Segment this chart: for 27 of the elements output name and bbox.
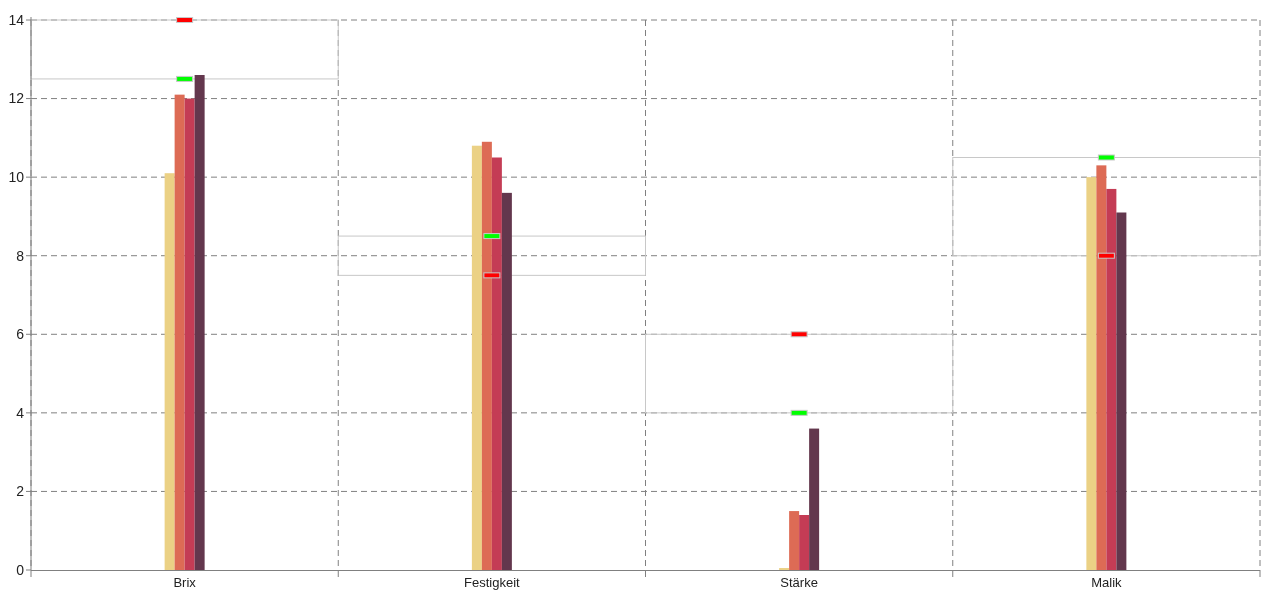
- y-tick-label: 10: [8, 169, 25, 186]
- y-tick-label: 6: [16, 326, 25, 343]
- bar: [1116, 212, 1127, 570]
- bar: [809, 428, 820, 570]
- bar: [1096, 165, 1107, 570]
- x-tick-label: Stärke: [780, 575, 818, 590]
- bar: [789, 511, 800, 570]
- y-tick-label: 12: [8, 90, 25, 107]
- bar: [184, 98, 195, 570]
- bar: [164, 173, 175, 570]
- bar: [799, 515, 810, 570]
- y-tick-label: 0: [16, 561, 25, 578]
- bar: [1106, 188, 1117, 570]
- x-tick-label: Malik: [1091, 575, 1123, 590]
- bar: [194, 75, 205, 570]
- y-tick-label: 14: [8, 11, 25, 28]
- bar: [471, 145, 482, 570]
- y-tick-label: 4: [16, 404, 25, 421]
- bar: [1086, 177, 1097, 570]
- x-tick-label: Festigkeit: [464, 575, 521, 590]
- y-tick-label: 8: [16, 247, 25, 264]
- bar: [501, 192, 512, 570]
- bar: [491, 157, 502, 570]
- y-tick-label: 2: [16, 483, 25, 500]
- x-tick-label: Brix: [173, 575, 197, 590]
- bar: [174, 94, 185, 570]
- bar: [481, 141, 492, 570]
